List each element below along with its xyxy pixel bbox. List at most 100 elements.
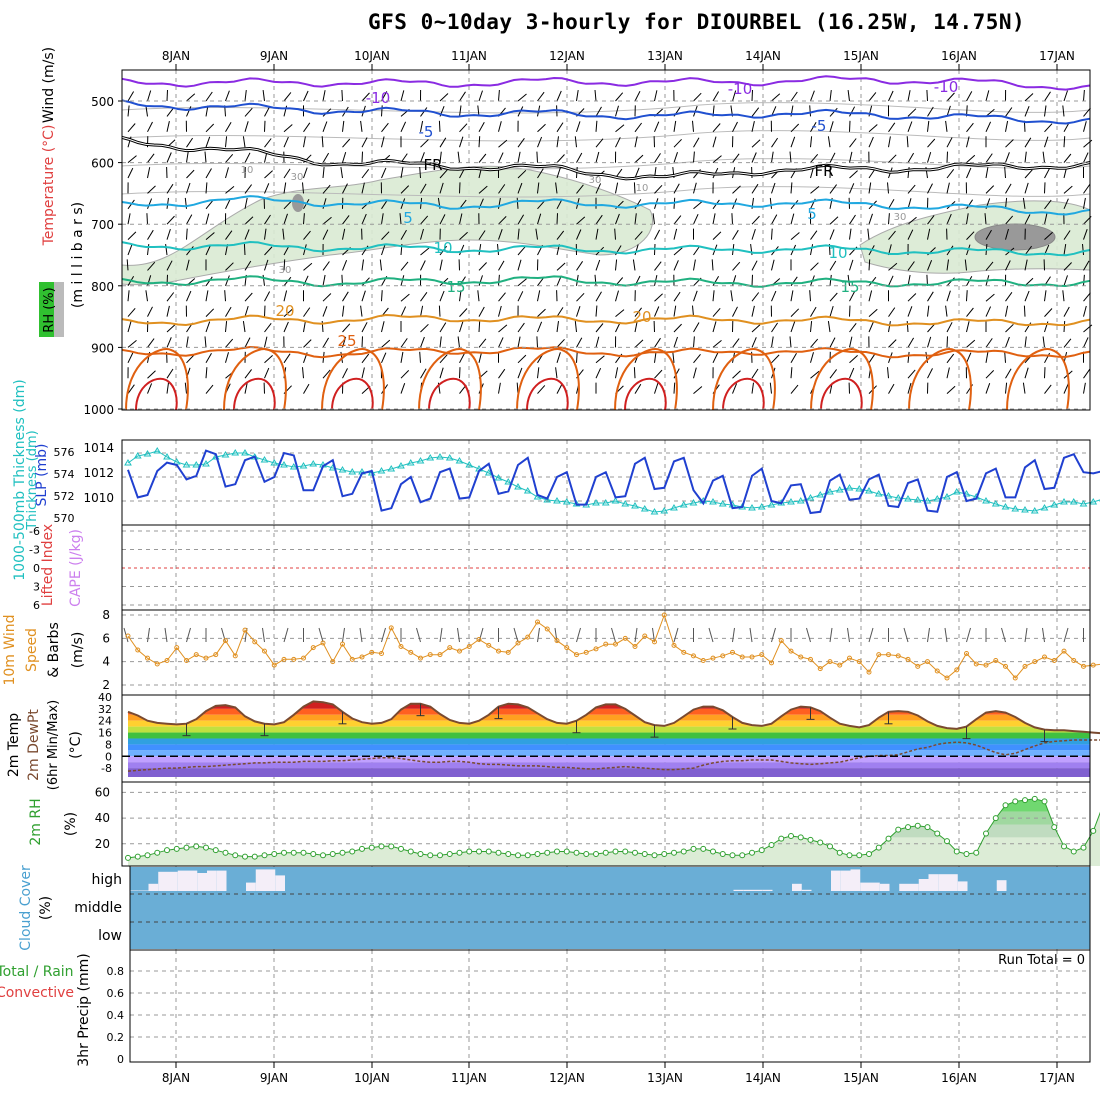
wind-barb xyxy=(382,123,389,132)
wind-barb xyxy=(713,137,716,148)
high-cloud-bar xyxy=(899,884,909,891)
wind-barb xyxy=(830,121,833,132)
wind-barb xyxy=(167,229,170,240)
temp-tick-label: -8 xyxy=(101,762,112,775)
rh-marker xyxy=(340,850,345,855)
wind-barb xyxy=(265,139,272,148)
rh-marker xyxy=(613,849,618,854)
rh-marker xyxy=(993,816,998,821)
wind-barb xyxy=(770,383,771,394)
wind-barb xyxy=(518,368,522,378)
wind-barb xyxy=(713,353,718,363)
wind-barb xyxy=(772,337,774,348)
wind-barb xyxy=(401,122,406,132)
surface-wind-barb xyxy=(928,628,930,642)
wind-barb xyxy=(128,290,129,301)
rh-tick-label: 40 xyxy=(95,811,110,825)
rh-marker xyxy=(408,849,413,854)
wind-barb xyxy=(128,106,129,117)
wind-barb xyxy=(810,105,811,116)
wind-tick-label: 8 xyxy=(102,608,110,622)
surface-wind-barb xyxy=(674,628,678,642)
wind-barb xyxy=(499,337,504,347)
wind-barb xyxy=(908,294,916,302)
wind-barb xyxy=(752,369,758,378)
top-date-label: 11JAN xyxy=(451,49,487,63)
wind-barb xyxy=(1006,369,1012,379)
wind-barb xyxy=(811,136,812,147)
wind-barb xyxy=(148,154,155,163)
rh-shading xyxy=(122,166,653,284)
wind-barb xyxy=(167,306,169,317)
wind-barb xyxy=(733,307,738,317)
wind-barb xyxy=(479,339,486,348)
rh-marker xyxy=(369,845,374,850)
wind-barb xyxy=(908,122,912,132)
wind-barb xyxy=(889,384,895,394)
rh-marker xyxy=(194,844,199,849)
wind-barb xyxy=(928,121,929,132)
rh-marker xyxy=(262,853,267,858)
wind-barb xyxy=(128,92,134,102)
wind-barb xyxy=(635,91,640,101)
pressure-tick-label: 800 xyxy=(91,280,114,294)
wind-barb xyxy=(655,338,661,347)
wind-barb xyxy=(265,171,273,178)
surface-wind-barb xyxy=(165,628,167,642)
rh-marker xyxy=(564,849,569,854)
high-cloud-bar xyxy=(753,890,763,891)
rh-tick-label: 20 xyxy=(95,837,110,851)
wind-barb xyxy=(713,308,720,316)
wind-barb xyxy=(362,260,364,271)
contour-label: -5 xyxy=(812,117,827,135)
wind-barb xyxy=(770,198,771,209)
lifted-index-tick-label: 0 xyxy=(33,562,40,575)
contour-label: 10 xyxy=(828,244,847,262)
wind-barb xyxy=(460,106,462,117)
panel-frame-wind xyxy=(122,610,1090,695)
wind-barb xyxy=(322,136,323,147)
rh-marker xyxy=(711,849,716,854)
wind-barb xyxy=(557,321,559,332)
wind-barb xyxy=(226,186,235,193)
wind-barb xyxy=(148,371,156,379)
wind-barb xyxy=(460,124,468,132)
rh-marker xyxy=(126,855,131,860)
rh-marker xyxy=(379,844,384,849)
precip-tick-label: 0.4 xyxy=(107,1009,125,1022)
wind-barb xyxy=(791,182,792,193)
wind-barb xyxy=(791,322,795,332)
rh-marker xyxy=(925,825,930,830)
wind-barb xyxy=(830,306,833,317)
wind-barb xyxy=(694,354,701,363)
wind-barb xyxy=(986,186,994,194)
wind-barb xyxy=(889,136,891,147)
isotherm-20 xyxy=(122,315,1090,325)
wind-barb xyxy=(538,367,539,378)
rh-marker xyxy=(779,836,784,841)
wind-barb xyxy=(1006,121,1008,132)
rh-marker xyxy=(165,848,170,853)
pressure-tick-label: 700 xyxy=(91,218,114,232)
rh-marker xyxy=(535,852,540,857)
wind-barb xyxy=(323,306,327,316)
wind-barb xyxy=(908,109,916,117)
wind-barb xyxy=(537,152,538,163)
wind-barb xyxy=(674,292,680,301)
temp-axis-label-2: 2m DewPt xyxy=(26,709,42,781)
contour-label: 20 xyxy=(275,302,294,320)
contour-label: -10 xyxy=(728,80,753,98)
wind-barb xyxy=(772,152,774,163)
wind-barb xyxy=(226,122,232,132)
run-total-annotation: Run Total = 0 xyxy=(998,953,1085,968)
rh-marker xyxy=(252,854,257,859)
rh-marker xyxy=(603,850,608,855)
wind-barb xyxy=(772,260,775,271)
wind-barb xyxy=(187,170,195,178)
surface-wind-barb xyxy=(382,628,386,642)
wind-barb xyxy=(343,121,344,132)
wind-barb xyxy=(694,138,700,148)
surface-wind-barb xyxy=(967,628,971,642)
wind-barb xyxy=(304,384,310,394)
rh-marker xyxy=(720,852,725,857)
